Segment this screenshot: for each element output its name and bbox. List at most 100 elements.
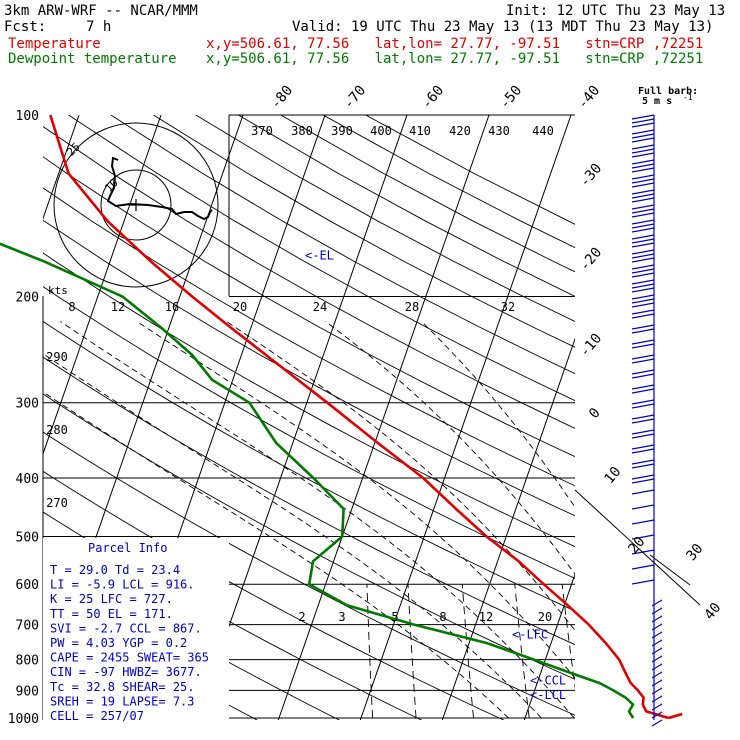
wind-barb [631,463,655,469]
wind-barb [631,403,655,409]
mixing-ratio-label: 8 [439,610,446,624]
theta-e-label: 410 [409,124,431,138]
parcel-info-title: Parcel Info [88,541,167,555]
temperature-surface-tail [668,712,683,720]
dry-adiabat [43,286,575,579]
wind-barb [631,287,655,293]
parcel-info-row: TT = 50 EL = 171. [50,607,173,621]
wind-barb [631,478,655,484]
valid-time: Valid: 19 UTC Thu 23 May 13 (13 MDT Thu … [292,19,714,35]
moist-adiabat-label: 20 [233,300,247,314]
mixing-ratio-label: 12 [479,610,493,624]
pressure-tick-label: 300 [16,397,39,412]
wind-barb [631,339,655,345]
wind-barb [631,302,655,308]
parcel-info-row: SREH = 19 LAPSE= 7.3 [50,694,195,708]
dry-adiabat-label: 290 [46,350,68,364]
wind-barb [631,309,655,315]
wind-barb [631,358,655,364]
level-annotation: <-LFC [512,628,548,642]
wind-barb [631,414,655,420]
isotherm [43,115,162,456]
pressure-tick-label: 700 [16,619,39,634]
pressure-tick-label: 100 [16,109,39,124]
pressure-tick-label: 900 [16,684,39,699]
theta-e-label: 390 [331,124,353,138]
wind-barb [631,238,655,244]
wind-barb [631,223,655,229]
wind-barb [631,519,655,525]
theta-e-label: 420 [449,124,471,138]
wind-barb [631,579,655,585]
theta-e-label: 370 [251,124,273,138]
dry-adiabat [43,252,575,548]
wind-barb [631,388,655,394]
pressure-tick-label: 400 [16,472,39,487]
wind-barb [631,257,655,263]
isotherm [523,572,575,720]
wind-barb [631,283,655,289]
hodograph-ring-label: 10 [102,176,121,195]
mixing-ratio-label: 2 [298,610,305,624]
wind-barb [631,448,655,454]
dry-adiabat-label: 280 [46,423,68,437]
wind-barb [631,163,655,169]
pressure-tick-label: 600 [16,578,39,593]
wind-barb [631,137,655,143]
forecast-label: Fcst: [4,19,47,35]
wind-barb [651,655,663,663]
wind-barb [651,671,663,679]
wind-barb [631,133,655,139]
wind-barb [631,227,655,233]
wind-barb [631,504,655,510]
wind-barb [631,144,655,150]
parcel-info-row: CAPE = 2455 SWEAT= 365 [50,651,209,665]
wind-barb [631,373,655,379]
dry-adiabat [43,393,575,680]
barb-legend: Full barb: 5 m s -1 [638,86,698,107]
mixing-ratio-line [366,584,374,720]
isotherm [277,115,490,720]
wind-barb [651,607,663,615]
isotherm [43,115,80,220]
wind-barb [631,384,655,390]
wind-barb [631,324,655,330]
wind-barb [631,189,655,195]
isotherm-label: -60 [419,83,448,113]
dry-adiabat [110,115,575,375]
isotherm-extension [649,554,691,586]
hodograph-ring-inner [100,169,172,241]
isotherm [603,115,740,731]
temperature-location: x,y=506.61, 77.56 lat,lon= 27.77, -97.51… [206,36,704,52]
moist-adiabat [60,321,575,719]
wind-barb [631,444,655,450]
level-annotation: <-EL [305,248,334,262]
pressure-tick-label: 1000 [8,712,39,727]
isotherm-label: 40 [701,600,724,623]
moist-adiabat-label: 16 [165,300,179,314]
wind-barb [631,369,655,375]
wind-barb [631,193,655,199]
pressure-tick-label: 200 [16,291,39,306]
parcel-info-row: CIN = -97 HWBZ= 3677. [50,665,202,679]
mixing-ratio-line [461,584,475,720]
mixing-ratio-label: 20 [538,610,552,624]
forecast-hours: 7 h [86,19,112,35]
moist-adiabat [136,321,575,679]
wind-barb [631,204,655,210]
moist-adiabat-label: 12 [111,300,125,314]
wind-barb [631,433,655,439]
isotherm-label: -30 [577,161,606,191]
init-time: Init: 12 UTC Thu 23 May 13 [506,3,726,19]
parcel-info-row: Tc = 32.8 SHEAR= 25. [50,680,195,694]
wind-barb [651,631,663,639]
wind-barb [631,429,655,435]
wind-barb [631,489,655,495]
mixing-ratio-label: 3 [338,610,345,624]
dry-adiabat [43,126,575,429]
dry-adiabat [280,115,575,273]
dry-adiabat-label: 270 [46,496,68,510]
dewpoint-legend: Dewpoint temperature [8,51,177,67]
